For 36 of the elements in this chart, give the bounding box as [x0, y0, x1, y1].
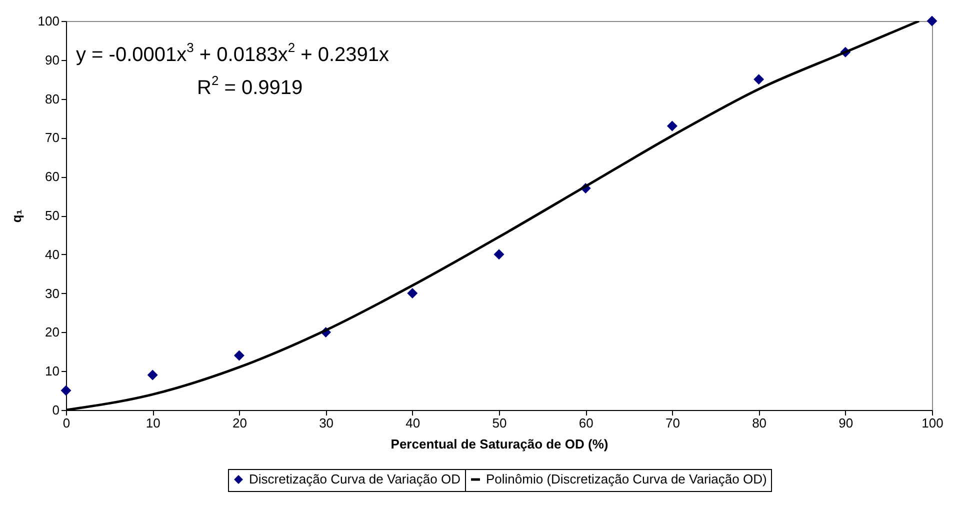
x-tick-label: 40 — [406, 416, 420, 430]
point — [494, 249, 504, 260]
x-tick-label: 20 — [232, 416, 247, 430]
x-tick-label: 90 — [838, 416, 854, 430]
x-tick-label: 30 — [319, 416, 334, 430]
y-tick-label: 0 — [52, 402, 60, 418]
y-tick-label: 10 — [45, 364, 60, 379]
point — [407, 288, 418, 299]
y-axis-title: q₁ — [8, 209, 24, 223]
point — [754, 74, 764, 85]
x-axis-title: Percentual de Saturação de OD (%) — [390, 436, 608, 452]
point — [926, 16, 938, 26]
x-tick-label: 50 — [492, 416, 507, 430]
y-tick-label: 100 — [38, 14, 60, 28]
y-tick-label: 80 — [45, 91, 60, 106]
x-tick-label: 80 — [752, 416, 767, 430]
y-tick-label: 20 — [45, 324, 60, 340]
point — [147, 370, 158, 380]
y-tick-label: 60 — [45, 169, 60, 184]
y-tick-label: 30 — [45, 286, 60, 301]
legend-label: Discretização Curva de Variação OD — [249, 472, 460, 486]
x-tick-label: 10 — [146, 416, 160, 430]
point — [234, 350, 244, 361]
x-tick-label: 100 — [922, 416, 944, 430]
x-tick-label: 0 — [62, 416, 70, 430]
point — [60, 385, 72, 396]
annotation: R$^{2}$ = 0.9919 — [197, 73, 303, 100]
x-tick-label: 70 — [665, 416, 680, 430]
y-tick-label: 70 — [45, 130, 60, 146]
x-tick-label: 60 — [578, 416, 594, 430]
y-tick-label: 40 — [45, 246, 60, 262]
annotation: y = -0.0001x$^{3}$ + 0.0183x$^{2}$ + 0.2391x — [76, 40, 390, 67]
legend-label: Polinômio (Discretização Curva de Variação OD) — [486, 472, 767, 486]
y-tick-label: 50 — [45, 208, 60, 223]
y-tick-label: 90 — [45, 52, 60, 68]
point — [666, 120, 678, 132]
